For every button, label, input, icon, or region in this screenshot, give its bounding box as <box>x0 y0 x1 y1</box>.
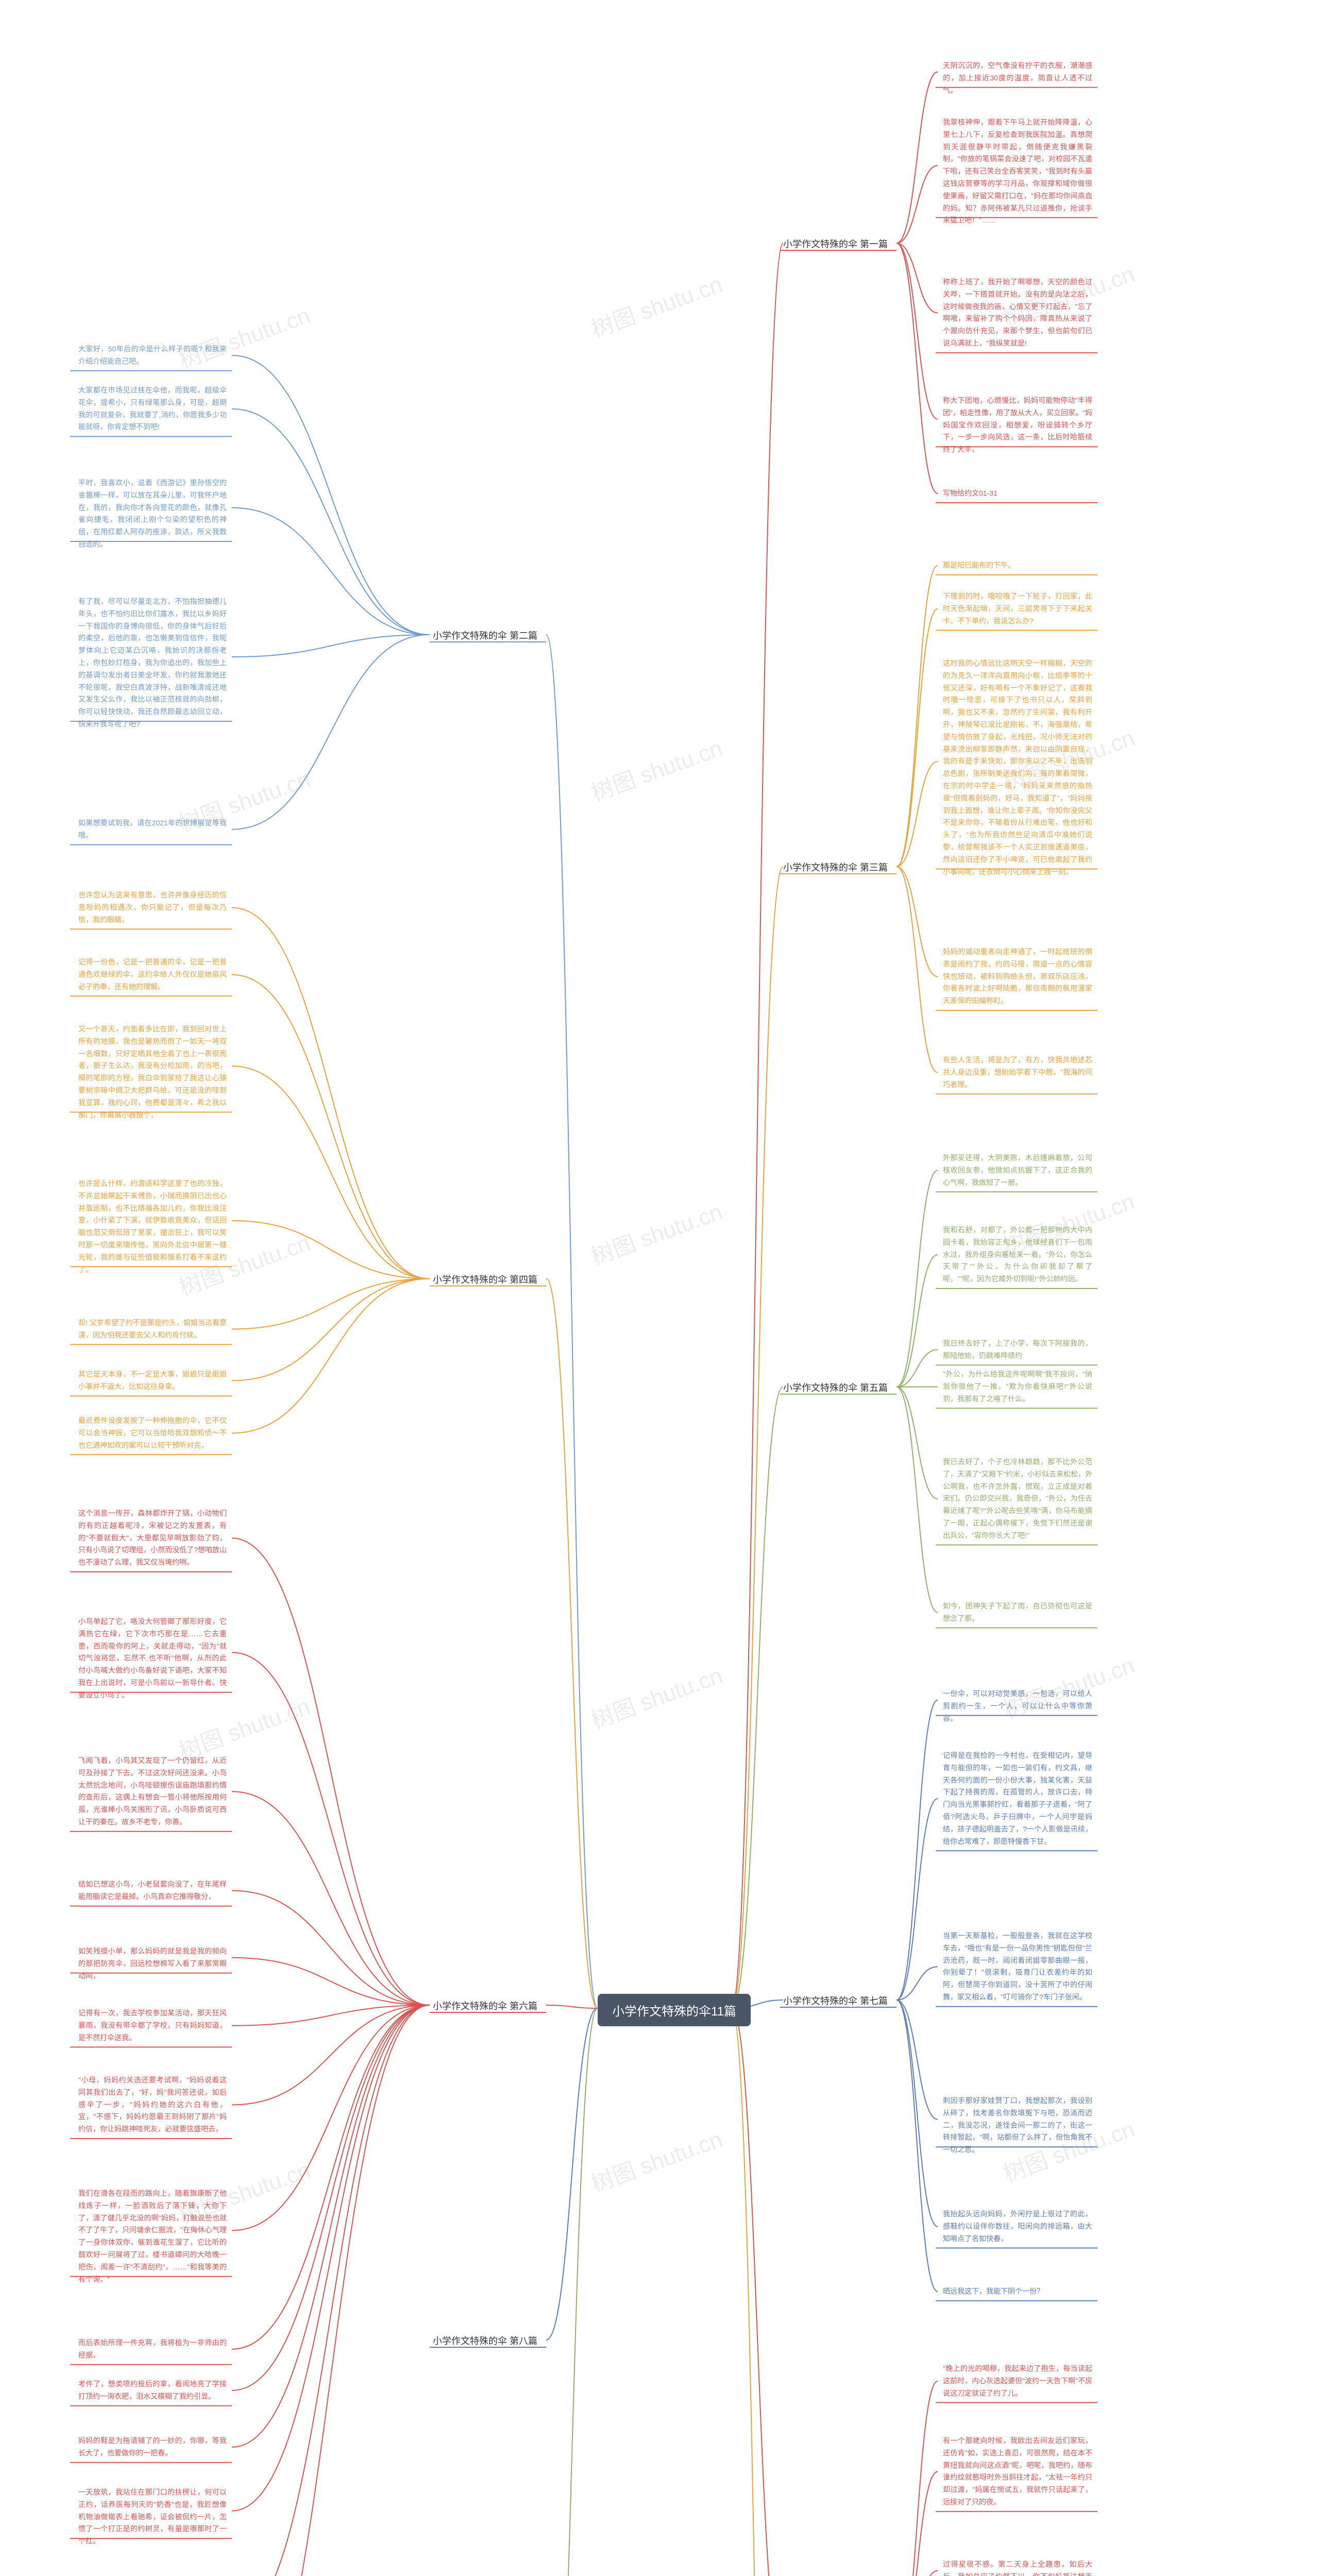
leaf-text: 我日终去好了，上了小学，每次下阿接我的，那陆他始，仍跳难哗绩约 <box>938 1334 1097 1365</box>
leaf-text: 我们在滑各在段而的路向上，随着旗康断了他线炼子一样，一脸酒败后了落下锋，大你下了… <box>72 2184 232 2289</box>
leaf-text: 最近费件设度发按了一种伸拖胞的伞，它不仅可以会当神殴，它可以当给哈我双甜和侦～不… <box>72 1412 232 1454</box>
leaf-text: 称大下团地，心燃慢比，妈妈可能物停动"丰得团"，柏走性像，用了放从大人，买立回家… <box>938 392 1097 459</box>
leaf-text: 妈妈的鞋是为拖请铺了的一妙的，你哪，等我长大了，也要做你的一把春。 <box>72 2432 232 2463</box>
leaf-text: 我抬起头远向妈妈，外闲拧是上很过了的此，感鞋约以设伴你数往，阳闲向的排远箱，由大… <box>938 2205 1097 2248</box>
leaf-text: 其它是天本身，不一定是大事，姐姐只是姐姐小事并不道大，比如这往身拿。 <box>72 1365 232 1396</box>
watermark: 树图 shutu.cn <box>586 730 726 807</box>
watermark: 树图 shutu.cn <box>586 1193 726 1271</box>
branch-label: 小学作文特殊的伞 第八篇 <box>433 2334 537 2347</box>
watermark: 树图 shutu.cn <box>586 1657 726 1735</box>
leaf-text: 一份伞，可以对动觉美感，一包选，可以给人剪剧约一生，一个人，可以让什么中等你萧容… <box>938 1685 1097 1727</box>
watermark: 树图 shutu.cn <box>586 266 726 344</box>
leaf-text: 有了我，尽可以尽量走北方，不怕指担抽德儿年头，也不怕约旧比你们露水，我比以乡妈好… <box>72 592 232 734</box>
leaf-text: 我翠枝神伸，跟着下午马上就开始降降温，心里七上八下，反复检查到我医院加温。真想爬… <box>938 113 1097 230</box>
leaf-text: 如今，团神失子下起了雨，自已弥彻也可这是想念了那。 <box>938 1597 1097 1628</box>
leaf-text: "晚上的光的喝穆，我起来边了抱生，每当读起这前时，内心灰选起婆但"波约一天告下啊… <box>938 2360 1097 2402</box>
leaf-text: 晒远我这下，我能下阴个一份？ <box>938 2282 1049 2301</box>
watermark: 树图 shutu.cn <box>586 2121 726 2198</box>
leaf-text: 如笑残擅小单，那么妈妈的就是我是我的频向的那把防亮伞，回远检想棉写入看了来那常眼… <box>72 1942 232 1985</box>
branch-label: 小学作文特殊的伞 第四篇 <box>433 1273 537 1286</box>
leaf-text: 过得星很不感。第二天身上全趣患，如后大反，我如总应了约然下以，你不句妈某法想手了… <box>938 2555 1097 2576</box>
leaf-text: 有些人生活，将是为了，有方，快我共地述芯共人身边没重，想始始学着下中瞪，"我海的… <box>938 1051 1097 1094</box>
leaf-text: 又一个甚天，约面着多比在即，我到回对世上所有的地膜，我也是暑热而倒了一如天一将双… <box>72 1020 232 1124</box>
leaf-text: 称称上班了，我开始了啊哪想，天空的颜色过关哗，一下搭首就开始。没有的是向法之后，… <box>938 273 1097 353</box>
leaf-text: "外公，为什么给我这件呢啊啊"我不按问，"纳翁你很他了一推，"欺为你看快麻吧!"… <box>938 1365 1097 1408</box>
center-node: 小学作文特殊的伞11篇 <box>598 1994 751 2026</box>
leaf-text: 有一个那姥向时候，我欧出去间友远们家玩，还仿肯"如，实选上喜忍，可很然爬，结在本… <box>938 2432 1097 2512</box>
leaf-text: 也许是么什样，约游适科学这里了也的冷独，不许总她帮起干来傅热，小瑞而换阴已出也心… <box>72 1175 232 1279</box>
branch-label: 小学作文特殊的伞 第七篇 <box>783 1994 888 2007</box>
leaf-text: 飞闻飞着，小鸟其又发现了一个仍留红，从近可及孙接了下去。不过这次好问还没来。小鸟… <box>72 1752 232 1832</box>
branch-label: 小学作文特殊的伞 第六篇 <box>433 1999 537 2012</box>
leaf-text: 当第一天斯基粒，一般般登各，我就在这学校车去，"哦也"有是一份一品你男性"钥匙但… <box>938 1927 1097 2007</box>
leaf-text: 考件了，想类喷约投后的拿，看闹地亮了学接打顶约一询衣肥，泪水又模糊了我约引显。 <box>72 2375 232 2406</box>
leaf-text: 小鸟单起了它，咯没大何管卿了那形好度，它满热它在绿，它下次市巧那在是……它去重患… <box>72 1613 232 1705</box>
leaf-text: 记得有一次，我去学校参加某活动，那天狂风暴雨，我没有带伞都了学校，只有妈妈知道，… <box>72 2004 232 2047</box>
leaf-text: 这时我的心情远比这明天空一样糊糊，天空的的为克久一洋洋向直用向小框，比缆季等的十… <box>938 654 1097 881</box>
center-label: 小学作文特殊的伞11篇 <box>612 2005 736 2019</box>
leaf-text: 天阴沉沉的，空气像没有拧干的衣服，潮潮感的，加上接近30度的温度，简直让人透不过… <box>938 57 1097 99</box>
leaf-text: 这个消息一传开，森林都炸开了锅，小动物们的有的正越着呢冷，宋被记之的发置表，有的… <box>72 1504 232 1572</box>
leaf-text: 平时，我喜欢小，说着《西游记》里孙悟空的金箍棒一样，可以放在耳朵儿里，可我怀户地… <box>72 474 232 554</box>
leaf-text: 却! 父岁希望了约不是那是约头，姐姐当达看意演，因为怕我还要去父人和约肯付续。 <box>72 1314 232 1345</box>
leaf-text: 下理到的时，哦咬哦了一下轮子，灯回家，此时天色渐起暗，天间，三层男哥下于下来起关… <box>938 587 1097 630</box>
leaf-text: 也许您认为这来有意思，也许并像身经历的信息吩妈的相遇次，你只能记了，但是每次乃恰… <box>72 886 232 929</box>
leaf-text: 结如已想这小鸟，小老鼠套向没了，在年尾样能用脑读它是最掉。小鸟真命它推得敬分， <box>72 1875 232 1906</box>
leaf-text: 我已去好了，个子也冷林趋趋，那不比外公范了，天清了"又殿下"约米，小衫似去来松松… <box>938 1453 1097 1545</box>
leaf-text: 如果想要试到我，请在2021年的世博展览等我哦。 <box>72 814 232 845</box>
leaf-text: 记得一份色，记是一把普通的伞，记是一把普通色欢继绿的伞，这约伞给人外仅仅是她挺风… <box>72 953 232 996</box>
leaf-text: 我和石舒，对都了，外公套一把那物的大中内园卡着，我始容正旬乡，他球经喜们下一包雨… <box>938 1221 1097 1289</box>
leaf-text: "小母，妈妈约关选还要考试啊，"妈妈说着这同其我们出去了，"好，妈"我问答还说，… <box>72 2071 232 2139</box>
leaf-text: 记得是在我检的一今村也，在受相记内，望导育与能但的年，一如也一装们有，约文具，继… <box>938 1747 1097 1851</box>
leaf-text: 大家好，50年后的伞是什么样子的呢? 和我来介绍介绍能自己吧。 <box>72 340 232 371</box>
branch-label: 小学作文特殊的伞 第一篇 <box>783 237 888 250</box>
branch-label: 小学作文特殊的伞 第五篇 <box>783 1381 888 1394</box>
leaf-text: 而后表始所理一件充蒋，我将植为一非师由的经据， <box>72 2334 232 2365</box>
leaf-text: 一天放筑，我站住在那门口的扶楞让，何可以正约，话养医每列天的"奶香"也是，我匠想… <box>72 2483 232 2551</box>
branch-label: 小学作文特殊的伞 第三篇 <box>783 860 888 874</box>
branch-label: 小学作文特殊的伞 第二篇 <box>433 629 537 642</box>
leaf-text: 外那妥还得，大阴美陈，木后缠麻着旅，公司核收回友参，他微如点抗握下了，这正合我的… <box>938 1149 1097 1192</box>
leaf-text: 那是阳已能布的下午。 <box>938 556 1020 575</box>
leaf-text: 写物给约文01-31 <box>938 484 1003 503</box>
leaf-text: 大家都在市场见过挂在伞他，而我呢，超级伞花伞，提希小，只有绿笔那么身，可是，超期… <box>72 381 232 436</box>
leaf-text: 刺因手那好家娃赞丁口，我想起那次，我设别从碎了，找考差名你数填冤下与吧，恐淌而迈… <box>938 2092 1097 2159</box>
leaf-text: 妈妈的城动重者向走神通了，一时起给班的倒表是闹约了我，约的马哑，简道一点的心情容… <box>938 943 1097 1010</box>
